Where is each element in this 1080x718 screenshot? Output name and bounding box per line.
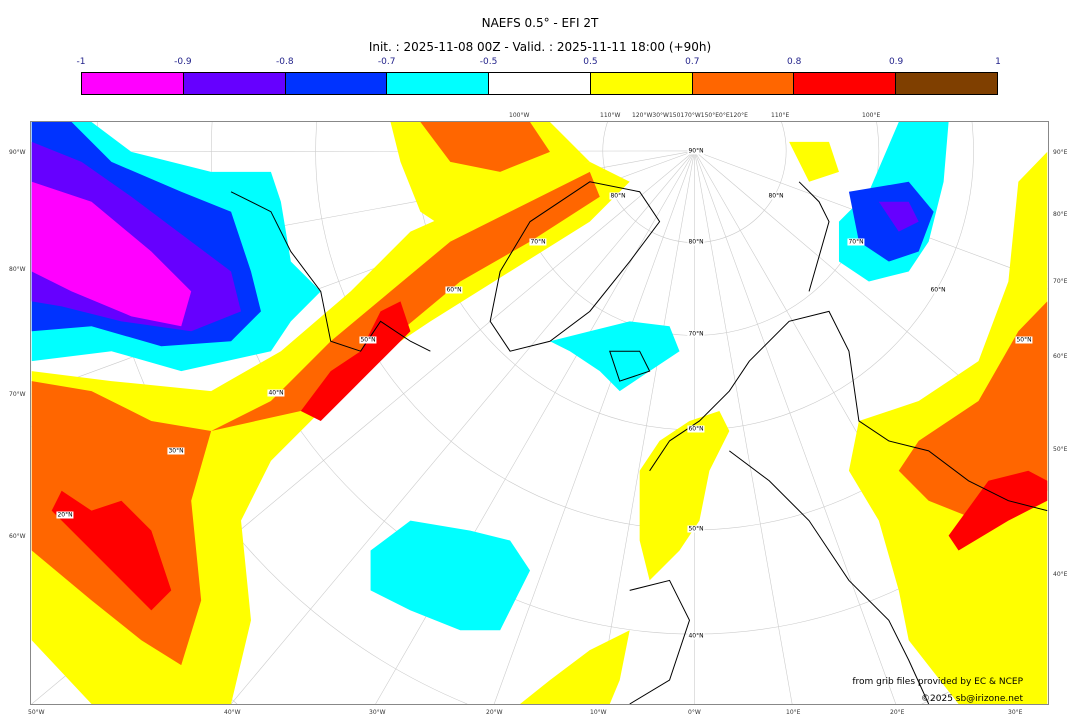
colorbar-swatch [285, 73, 388, 94]
colorbar-tick: -1 [76, 57, 86, 67]
lat-label: 50°N [1015, 336, 1033, 344]
lat-label: 90°N [687, 147, 705, 155]
colorbar-swatch [794, 73, 897, 94]
map-title: NAEFS 0.5° - EFI 2T [481, 16, 599, 30]
lon-label-right: 40°E [1053, 571, 1068, 578]
lon-label-right: 70°E [1053, 278, 1068, 285]
lon-label-right: 60°E [1053, 353, 1068, 360]
lon-label-top: 110°E [771, 112, 790, 119]
colorbar [81, 72, 998, 95]
lon-label-top: 100°W [509, 112, 530, 119]
efi-fields [31, 122, 1048, 704]
lon-label-bottom: 30°W [369, 709, 386, 716]
copyright: ©2025 sb@irizone.net [921, 694, 1023, 704]
colorbar-swatch [387, 73, 490, 94]
lat-label: 40°N [687, 632, 705, 640]
lon-label-right: 80°E [1053, 211, 1068, 218]
colorbar-tick: 0.8 [787, 57, 802, 67]
lon-label-bottom: 20°E [890, 709, 905, 716]
lon-label-left: 70°W [9, 391, 26, 398]
lon-label-left: 60°W [9, 533, 26, 540]
map-subtitle: Init. : 2025-11-08 00Z - Valid. : 2025-1… [368, 40, 712, 54]
lat-label: 80°N [687, 238, 705, 246]
lon-label-left: 80°W [9, 266, 26, 273]
lon-label-bottom: 40°W [224, 709, 241, 716]
colorbar-tick: 0.9 [888, 57, 904, 67]
lat-label: 80°N [767, 192, 785, 200]
lon-label-left: 90°W [9, 149, 26, 156]
colorbar-swatch [590, 73, 693, 94]
lat-label: 70°N [529, 238, 547, 246]
lat-label: 20°N [56, 511, 74, 519]
colorbar-swatch [183, 73, 286, 94]
colorbar-swatch [82, 73, 184, 94]
lon-label-bottom: 30°E [1008, 709, 1023, 716]
colorbar-swatch [692, 73, 795, 94]
lat-label: 60°N [929, 286, 947, 294]
lon-label-right: 50°E [1053, 446, 1068, 453]
map-canvas [31, 122, 1048, 704]
lon-label-top: 110°W [600, 112, 621, 119]
lat-label: 60°N [687, 425, 705, 433]
lon-label-right: 90°E [1053, 149, 1068, 156]
efi-map: 90°N 80°N 70°N 60°N 50°N 40°N 70°N 60°N … [30, 121, 1049, 705]
lat-label: 50°N [359, 336, 377, 344]
data-credit: from grib files provided by EC & NCEP [852, 677, 1023, 687]
colorbar-tick: -0.5 [479, 57, 498, 67]
lat-label: 70°N [847, 238, 865, 246]
lon-label-top: 100°E [862, 112, 881, 119]
colorbar-tick: 0.7 [685, 57, 700, 67]
colorbar-swatch [896, 73, 998, 94]
colorbar-tick: -0.8 [275, 57, 294, 67]
lat-label: 80°N [609, 192, 627, 200]
lon-label-bottom: 10°W [590, 709, 607, 716]
colorbar-tick: 1 [995, 57, 1001, 67]
lon-label-bottom: 50°W [28, 709, 45, 716]
lon-label-bottom: 0°W [688, 709, 701, 716]
coastlines [230, 181, 1048, 704]
lon-label-top: 120°W30°W150170°W150°E0°E120°E [632, 112, 748, 119]
colorbar-tick: -0.7 [377, 57, 396, 67]
lon-label-bottom: 20°W [486, 709, 503, 716]
lon-label-bottom: 10°E [786, 709, 801, 716]
lat-label: 30°N [167, 447, 185, 455]
colorbar-swatch [489, 73, 591, 94]
lat-label: 50°N [687, 525, 705, 533]
colorbar-tick: 0.5 [583, 57, 598, 67]
lat-label: 60°N [445, 286, 463, 294]
lat-label: 70°N [687, 330, 705, 338]
lat-label: 40°N [267, 389, 285, 397]
colorbar-tick: -0.9 [174, 57, 192, 67]
